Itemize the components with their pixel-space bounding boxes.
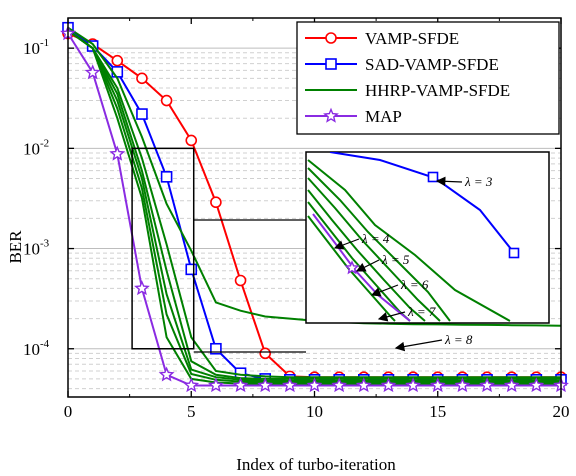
x-tick-label: 0 [64, 402, 73, 421]
y-tick-exponent: -2 [40, 137, 49, 149]
data-point [281, 377, 298, 393]
inset-sad-marker [508, 247, 520, 259]
zoom-box-layer [131, 147, 306, 353]
legend: VAMP-SFDE SAD-VAMP-SFDE HHRP-VAMP-SFDE MAP [296, 21, 560, 135]
data-point [84, 64, 101, 80]
lambda-arrow [355, 259, 380, 272]
data-point [185, 134, 198, 147]
data-point [158, 366, 175, 382]
lambda-arrow [377, 311, 406, 322]
inset-sad-marker [427, 171, 439, 183]
data-point [380, 377, 397, 393]
legend-entry-label: VAMP-SFDE [365, 29, 459, 48]
zoom-box [131, 147, 195, 350]
inset-frame [305, 151, 550, 324]
legend-entry-label: MAP [365, 107, 402, 126]
inset-green-curve [307, 215, 396, 322]
y-tick-label: 10 [23, 240, 40, 259]
y-tick-exponent: -1 [40, 37, 49, 49]
lambda-label: λ = 7 [407, 304, 436, 319]
legend-swatch-marker [325, 58, 337, 70]
y-axis-label: BER [6, 230, 25, 264]
data-point [257, 377, 274, 393]
data-point [331, 377, 348, 393]
series-layer [60, 21, 569, 393]
inset-layer: λ = 3 λ = 4 λ = 5 λ = 6 λ = 7 λ = 8 [305, 151, 550, 352]
x-tick-label: 20 [553, 402, 570, 421]
data-point [528, 377, 545, 393]
y-tick-label: 10 [23, 39, 40, 58]
legend-swatch-marker [323, 107, 339, 123]
x-tick-label: 5 [187, 402, 196, 421]
data-point [306, 377, 323, 393]
y-tick-label: 10 [23, 340, 40, 359]
data-point [232, 377, 249, 393]
data-point [185, 263, 198, 276]
inset-green-curve [307, 177, 441, 322]
inset-green-curve [307, 167, 451, 322]
x-axis-label: Index of turbo-iteration [236, 455, 396, 474]
lambda-label: λ = 4 [361, 231, 390, 246]
data-point [259, 347, 272, 360]
lambda-arrow [333, 238, 360, 250]
data-point [355, 377, 372, 393]
data-point [136, 72, 148, 85]
data-point [207, 377, 224, 393]
data-point [210, 196, 222, 209]
data-point [183, 377, 200, 393]
data-point [454, 377, 471, 393]
data-point [160, 94, 173, 107]
data-point [429, 377, 446, 393]
lambda-label: λ = 5 [381, 252, 410, 267]
data-point [405, 377, 422, 393]
legend-entry-label: HHRP-VAMP-SFDE [365, 81, 510, 100]
data-point [234, 274, 247, 287]
lambda-arrow [435, 176, 463, 187]
lambda-label: λ = 3 [464, 174, 493, 189]
data-point [109, 145, 126, 161]
inset-green-curve [307, 159, 511, 322]
data-point [160, 171, 173, 183]
inset-curves [307, 152, 520, 322]
data-point [503, 377, 520, 393]
data-point [134, 280, 150, 296]
lambda-arrow [370, 284, 399, 297]
lambda-label: λ = 8 [444, 332, 473, 347]
legend-entry-label: SAD-VAMP-SFDE [365, 55, 499, 74]
data-point [111, 54, 124, 67]
legend-swatch-marker [325, 32, 337, 44]
x-tick-label: 10 [306, 402, 323, 421]
x-tick-label: 15 [429, 402, 446, 421]
lambda-arrow [394, 339, 443, 352]
lambda-label: λ = 6 [400, 277, 429, 292]
data-point [479, 377, 495, 393]
data-point [210, 342, 222, 355]
inset-green-curve [307, 189, 426, 322]
data-point [136, 108, 148, 120]
y-tick-label: 10 [23, 139, 40, 158]
y-tick-exponent: -3 [40, 238, 50, 250]
y-tick-exponent: -4 [40, 338, 50, 350]
